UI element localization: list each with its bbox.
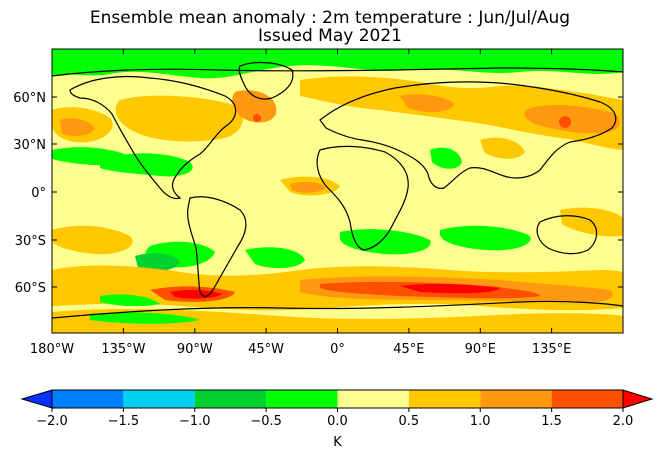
colorbar-extend-high: [622, 389, 654, 409]
lon-tick-label: 90°E: [465, 342, 496, 357]
colorbar-segment: [52, 390, 124, 408]
colorbar-unit-label: K: [333, 435, 342, 450]
lat-tick-label: 60°S: [15, 281, 46, 296]
latitude-axis: 60°N 30°N 0° 30°S 60°S: [13, 91, 623, 296]
colorbar-tick-label: −2.0: [36, 414, 68, 429]
lon-tick-label: 135°W: [101, 342, 145, 357]
colorbar: −2.0 −1.5 −1.0 −0.5 0.0 0.5 1.0 1.5 2.0 K: [20, 389, 654, 450]
colorbar-tick-label: 1.0: [470, 414, 491, 429]
lon-tick-label: 45°E: [393, 342, 424, 357]
colorbar-segment: [408, 390, 481, 408]
lon-tick-label: 135°E: [532, 342, 572, 357]
colorbar-tick-label: −1.5: [108, 414, 140, 429]
colorbar-segment: [551, 390, 623, 408]
colorbar-tick-label: −0.5: [250, 414, 282, 429]
colorbar-segment: [194, 390, 267, 408]
colorbar-tick-label: 2.0: [613, 414, 634, 429]
colorbar-segment: [123, 390, 195, 408]
map-subtitle: Issued May 2021: [258, 26, 402, 46]
colorbar-tick-label: −1.0: [179, 414, 211, 429]
colorbar-extend-low: [20, 389, 53, 409]
lon-tick-label: 90°W: [177, 342, 213, 357]
lat-tick-label: 30°N: [13, 138, 46, 153]
lat-tick-label: 0°: [31, 186, 46, 201]
lon-tick-label: 45°W: [248, 342, 284, 357]
colorbar-tick-label: 1.5: [541, 414, 562, 429]
colorbar-segment: [266, 390, 338, 408]
colorbar-segment: [337, 390, 409, 408]
colorbar-tick-label: 0.5: [399, 414, 420, 429]
colorbar-segment: [480, 390, 552, 408]
lon-tick-label: 180°W: [30, 342, 74, 357]
colorbar-tick-label: 0.0: [327, 414, 348, 429]
lat-tick-label: 30°S: [15, 234, 46, 249]
coastlines: [52, 61, 623, 319]
longitude-axis: 180°W 135°W 90°W 45°W 0° 45°E 90°E 135°E: [30, 49, 571, 357]
anomaly-field: [52, 49, 623, 333]
lon-tick-label: 0°: [330, 342, 345, 357]
lat-tick-label: 60°N: [13, 91, 46, 106]
map-title: Ensemble mean anomaly : 2m temperature :…: [89, 8, 571, 28]
